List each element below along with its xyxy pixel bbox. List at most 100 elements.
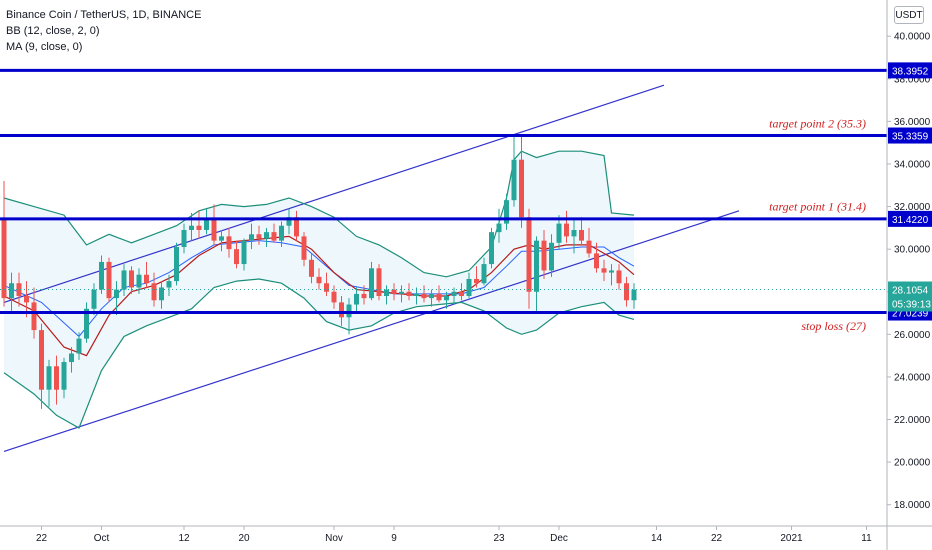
candle[interactable]: [384, 285, 389, 305]
candle[interactable]: [504, 193, 509, 230]
candle[interactable]: [54, 355, 59, 405]
candle[interactable]: [166, 274, 172, 297]
candle[interactable]: [451, 287, 457, 305]
ma-indicator-label[interactable]: MA (9, close, 0): [6, 41, 83, 53]
candle[interactable]: [496, 208, 502, 243]
candle[interactable]: [586, 227, 592, 258]
candle[interactable]: [331, 285, 337, 309]
currency-button[interactable]: USDT: [894, 6, 924, 24]
candle[interactable]: [571, 219, 577, 254]
candle[interactable]: [61, 357, 67, 399]
candle[interactable]: [1, 181, 7, 307]
candle[interactable]: [534, 236, 539, 311]
candle[interactable]: [271, 223, 277, 243]
candle-body: [421, 293, 427, 299]
candle[interactable]: [279, 221, 284, 248]
candle[interactable]: [46, 359, 52, 407]
candle[interactable]: [256, 225, 262, 245]
candle[interactable]: [204, 208, 209, 235]
candle[interactable]: [601, 259, 607, 282]
candle[interactable]: [241, 238, 247, 271]
candle[interactable]: [519, 134, 524, 228]
candle[interactable]: [106, 257, 112, 303]
candle[interactable]: [466, 272, 472, 299]
candle[interactable]: [159, 281, 164, 309]
candle[interactable]: [144, 261, 149, 288]
candle[interactable]: [444, 291, 449, 309]
candle[interactable]: [286, 208, 292, 235]
candle[interactable]: [399, 285, 404, 303]
candle[interactable]: [541, 229, 547, 279]
level-price-badge[interactable]: [888, 210, 932, 227]
candle[interactable]: [84, 302, 89, 343]
level-price-badge[interactable]: [888, 127, 932, 144]
candle[interactable]: [76, 332, 82, 360]
candle[interactable]: [219, 229, 224, 252]
candle[interactable]: [151, 272, 157, 307]
candle[interactable]: [234, 240, 239, 269]
candle[interactable]: [481, 257, 487, 286]
candle[interactable]: [631, 283, 637, 309]
time-axis[interactable]: 22 Oct 12 20 Nov 9 23 Dec 14 22 2021 11: [0, 525, 932, 544]
candle[interactable]: [421, 285, 427, 303]
candle[interactable]: [616, 264, 622, 290]
candle[interactable]: [316, 268, 322, 290]
candle[interactable]: [361, 285, 367, 305]
candle[interactable]: [354, 287, 359, 314]
candle[interactable]: [301, 232, 307, 267]
candle[interactable]: [594, 242, 599, 273]
candle[interactable]: [436, 285, 442, 303]
candle[interactable]: [69, 347, 74, 373]
channel-upper-line[interactable]: [3, 84, 665, 303]
candle[interactable]: [406, 283, 412, 301]
candle[interactable]: [474, 266, 479, 288]
candle[interactable]: [129, 266, 134, 294]
candle[interactable]: [294, 210, 299, 241]
candle[interactable]: [489, 227, 494, 269]
candle[interactable]: [136, 268, 142, 294]
symbol-title[interactable]: Binance Coin / TetherUS, 1D, BINANCE: [6, 9, 202, 21]
candle[interactable]: [249, 223, 254, 250]
candle[interactable]: [564, 210, 569, 243]
candle[interactable]: [624, 276, 629, 307]
price-axis[interactable]: 18.000020.000022.000024.000026.000028.00…: [886, 0, 932, 550]
candle[interactable]: [181, 223, 187, 254]
level-price-badge[interactable]: [888, 62, 932, 79]
annotation-label[interactable]: target point 1 (31.4): [769, 199, 866, 213]
candle[interactable]: [309, 253, 314, 284]
candle[interactable]: [429, 289, 434, 307]
candle[interactable]: [526, 208, 532, 309]
candle[interactable]: [376, 264, 382, 301]
candle[interactable]: [391, 283, 397, 301]
candle[interactable]: [609, 264, 614, 286]
candle[interactable]: [511, 136, 517, 207]
annotation-label[interactable]: stop loss (27): [801, 319, 866, 333]
candle[interactable]: [339, 296, 344, 326]
current-price-badge[interactable]: [888, 281, 932, 312]
candle[interactable]: [9, 272, 14, 311]
candle[interactable]: [174, 242, 179, 286]
candle[interactable]: [16, 272, 22, 307]
candle[interactable]: [369, 261, 374, 301]
candle[interactable]: [414, 287, 419, 305]
annotation-label[interactable]: target point 2 (35.3): [769, 116, 866, 130]
candle[interactable]: [196, 210, 202, 239]
candle[interactable]: [91, 283, 97, 316]
candle[interactable]: [99, 255, 104, 294]
candle[interactable]: [211, 204, 217, 245]
candle[interactable]: [549, 234, 554, 277]
channel-lower-line[interactable]: [3, 210, 740, 453]
candle[interactable]: [114, 281, 119, 316]
candle[interactable]: [346, 298, 352, 335]
candle[interactable]: [121, 264, 127, 297]
candle[interactable]: [556, 215, 562, 250]
candle[interactable]: [459, 283, 464, 301]
candle[interactable]: [579, 217, 584, 245]
candle[interactable]: [226, 227, 232, 258]
candle[interactable]: [324, 272, 329, 297]
candle[interactable]: [39, 323, 44, 409]
candle[interactable]: [264, 227, 269, 248]
plot-area[interactable]: target point 2 (35.3) target point 1 (31.…: [0, 68, 887, 453]
bb-indicator-label[interactable]: BB (12, close, 2, 0): [6, 25, 100, 37]
